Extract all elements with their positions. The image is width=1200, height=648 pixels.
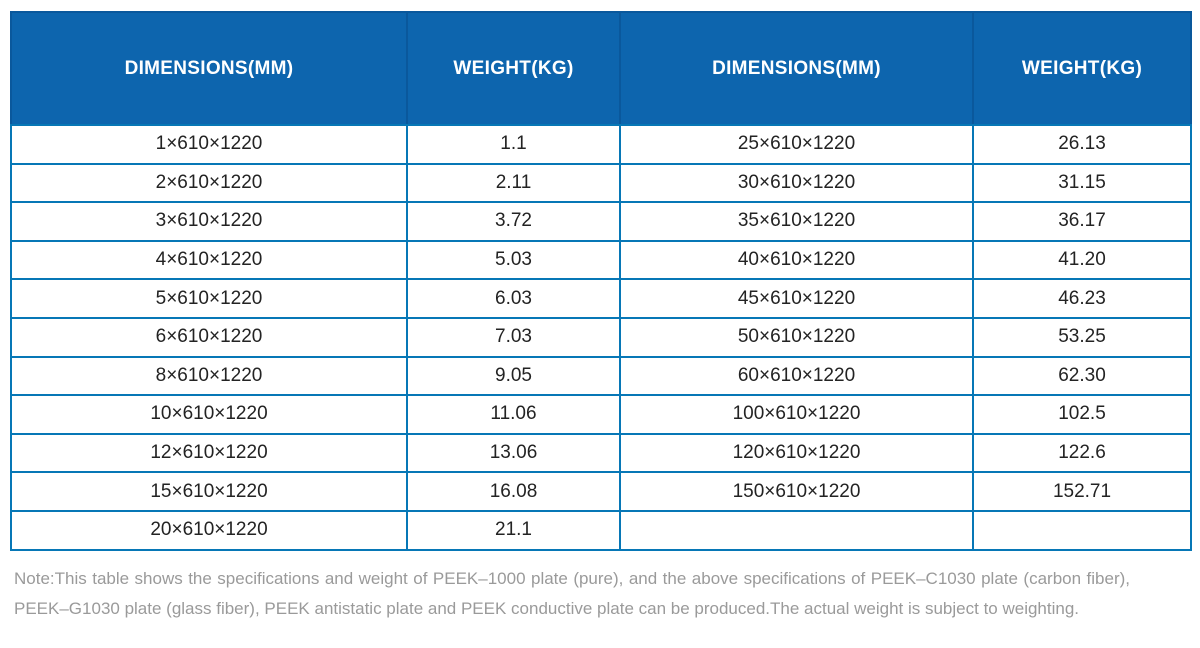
weight-cell: 21.1 (406, 509, 621, 551)
weight-cell: 36.17 (972, 201, 1192, 242)
header-weight-right: WEIGHT(KG) (972, 11, 1192, 126)
table-row: 4×610×1220 5.03 40×610×1220 41.20 (10, 239, 1192, 281)
dimensions-cell: 5×610×1220 (10, 278, 408, 319)
table-row: 10×610×1220 11.06 100×610×1220 102.5 (10, 394, 1192, 435)
table-row: 3×610×1220 3.72 35×610×1220 36.17 (10, 201, 1192, 242)
dimensions-cell: 150×610×1220 (619, 471, 974, 512)
dimensions-cell: 60×610×1220 (619, 355, 974, 397)
table-row: 6×610×1220 7.03 50×610×1220 53.25 (10, 316, 1192, 358)
dimensions-cell (619, 509, 974, 551)
peek-plate-spec-table: DIMENSIONS(MM) WEIGHT(KG) DIMENSIONS(MM)… (10, 11, 1192, 551)
header-dimensions-right: DIMENSIONS(MM) (619, 11, 974, 126)
table-row: 15×610×1220 16.08 150×610×1220 152.71 (10, 471, 1192, 512)
dimensions-cell: 3×610×1220 (10, 201, 408, 242)
header-row: DIMENSIONS(MM) WEIGHT(KG) DIMENSIONS(MM)… (10, 11, 1192, 126)
weight-cell: 122.6 (972, 432, 1192, 474)
weight-cell: 62.30 (972, 355, 1192, 397)
table-row: 5×610×1220 6.03 45×610×1220 46.23 (10, 278, 1192, 319)
table-row: 8×610×1220 9.05 60×610×1220 62.30 (10, 355, 1192, 397)
weight-cell: 6.03 (406, 278, 621, 319)
weight-cell: 5.03 (406, 239, 621, 281)
dimensions-cell: 30×610×1220 (619, 162, 974, 204)
weight-cell: 41.20 (972, 239, 1192, 281)
header-dimensions-left: DIMENSIONS(MM) (10, 11, 408, 126)
table-row: 2×610×1220 2.11 30×610×1220 31.15 (10, 162, 1192, 204)
dimensions-cell: 1×610×1220 (10, 124, 408, 165)
dimensions-cell: 12×610×1220 (10, 432, 408, 474)
table-body: 1×610×1220 1.1 25×610×1220 26.13 2×610×1220 2… (10, 124, 1192, 551)
weight-cell: 13.06 (406, 432, 621, 474)
note-text: Note:This table shows the specifications… (14, 568, 1130, 618)
dimensions-cell: 120×610×1220 (619, 432, 974, 474)
table-row: 1×610×1220 1.1 25×610×1220 26.13 (10, 124, 1192, 165)
dimensions-cell: 6×610×1220 (10, 316, 408, 358)
dimensions-cell: 40×610×1220 (619, 239, 974, 281)
weight-cell: 2.11 (406, 162, 621, 204)
table-header: DIMENSIONS(MM) WEIGHT(KG) DIMENSIONS(MM)… (10, 11, 1192, 126)
dimensions-cell: 4×610×1220 (10, 239, 408, 281)
weight-cell: 11.06 (406, 394, 621, 435)
weight-cell: 3.72 (406, 201, 621, 242)
dimensions-cell: 35×610×1220 (619, 201, 974, 242)
table-row: 12×610×1220 13.06 120×610×1220 122.6 (10, 432, 1192, 474)
dimensions-cell: 100×610×1220 (619, 394, 974, 435)
weight-cell: 16.08 (406, 471, 621, 512)
dimensions-cell: 20×610×1220 (10, 509, 408, 551)
weight-cell: 46.23 (972, 278, 1192, 319)
dimensions-cell: 50×610×1220 (619, 316, 974, 358)
dimensions-cell: 10×610×1220 (10, 394, 408, 435)
table-row: 20×610×1220 21.1 (10, 509, 1192, 551)
dimensions-cell: 8×610×1220 (10, 355, 408, 397)
weight-cell: 26.13 (972, 124, 1192, 165)
weight-cell: 152.71 (972, 471, 1192, 512)
weight-cell: 31.15 (972, 162, 1192, 204)
dimensions-cell: 2×610×1220 (10, 162, 408, 204)
weight-cell: 9.05 (406, 355, 621, 397)
header-weight-left: WEIGHT(KG) (406, 11, 621, 126)
dimensions-cell: 25×610×1220 (619, 124, 974, 165)
weight-cell: 7.03 (406, 316, 621, 358)
dimensions-cell: 15×610×1220 (10, 471, 408, 512)
weight-cell (972, 509, 1192, 551)
weight-cell: 102.5 (972, 394, 1192, 435)
weight-cell: 1.1 (406, 124, 621, 165)
weight-cell: 53.25 (972, 316, 1192, 358)
dimensions-cell: 45×610×1220 (619, 278, 974, 319)
